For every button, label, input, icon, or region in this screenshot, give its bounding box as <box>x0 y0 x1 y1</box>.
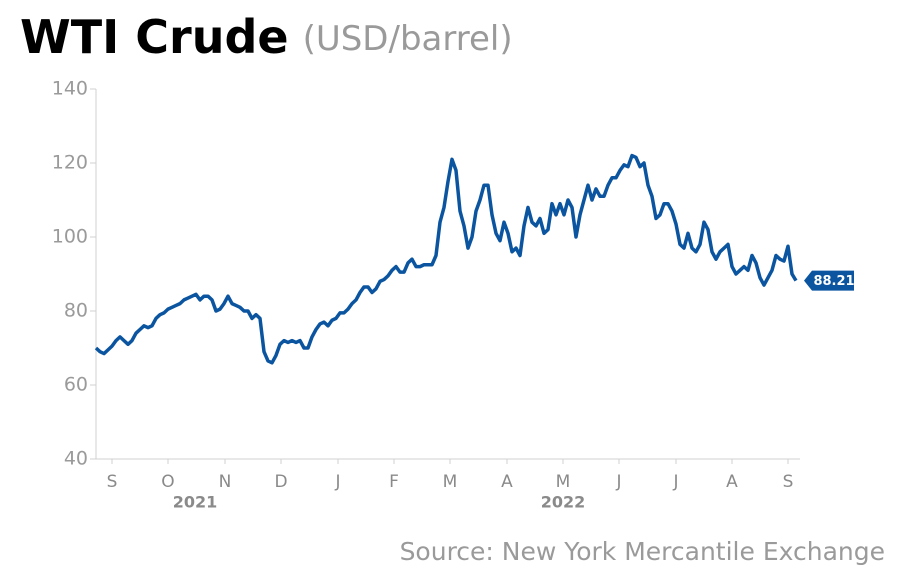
y-tick-label: 40 <box>64 448 88 470</box>
chart-subtitle: (USD/barrel) <box>303 19 513 59</box>
x-tick-label: J <box>672 472 678 492</box>
x-tick-label: J <box>334 472 340 492</box>
last-value-tag <box>804 270 854 291</box>
x-tick-label: S <box>107 472 118 492</box>
x-tick-label: A <box>501 472 513 492</box>
x-tick-label: O <box>161 472 174 492</box>
x-tick-label: J <box>615 472 621 492</box>
y-tick-label: 80 <box>64 300 88 322</box>
year-label: 2022 <box>541 493 586 512</box>
source-note: Source: New York Mercantile Exchange <box>400 537 885 566</box>
x-tick-label: D <box>274 472 287 492</box>
x-tick-label: M <box>443 472 458 492</box>
y-tick-label: 120 <box>52 152 88 174</box>
x-tick-label: A <box>726 472 738 492</box>
chart-title: WTI Crude <box>20 10 289 64</box>
title-line: WTI Crude (USD/barrel) <box>20 10 513 64</box>
x-tick-label: N <box>219 472 232 492</box>
x-tick-label: S <box>783 472 794 492</box>
y-tick-label: 100 <box>52 226 88 248</box>
last-value-label: 88.21 <box>813 274 854 289</box>
x-tick-label: M <box>556 472 571 492</box>
x-tick-label: F <box>389 472 399 492</box>
price-line <box>94 153 798 365</box>
y-tick-label: 140 <box>52 78 88 100</box>
y-tick-label: 60 <box>64 374 88 396</box>
year-label: 2021 <box>173 493 218 512</box>
